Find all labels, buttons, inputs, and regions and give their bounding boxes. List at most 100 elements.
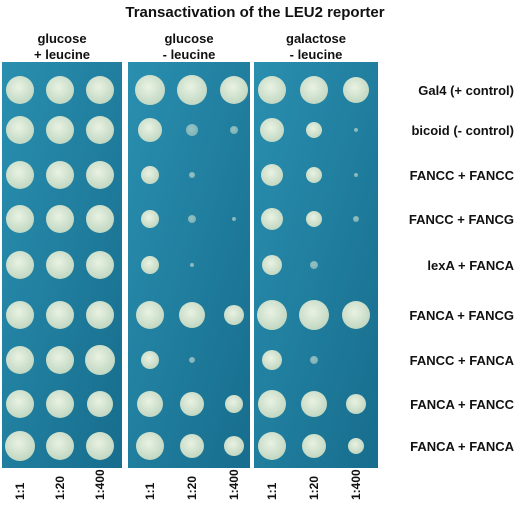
yeast-spot <box>257 300 287 330</box>
dilution-label: 1:1 <box>13 482 27 500</box>
yeast-spot <box>189 357 195 363</box>
row-label: FANCA + FANCC <box>410 397 514 412</box>
yeast-spot <box>138 118 162 142</box>
yeast-spot <box>261 208 283 230</box>
row-label: Gal4 (+ control) <box>418 83 514 98</box>
yeast-spot <box>260 118 284 142</box>
yeast-spot <box>86 432 114 460</box>
dilution-label: 1:20 <box>53 476 67 500</box>
dilution-label: 1:400 <box>227 469 241 500</box>
yeast-spot <box>348 438 364 454</box>
yeast-spot <box>301 391 327 417</box>
yeast-spot <box>135 75 165 105</box>
yeast-spot <box>87 391 113 417</box>
yeast-spot <box>5 431 35 461</box>
yeast-spot <box>258 390 286 418</box>
yeast-spot <box>342 301 370 329</box>
yeast-spot <box>141 256 159 274</box>
yeast-spot <box>299 300 329 330</box>
yeast-spot <box>86 251 114 279</box>
yeast-spot <box>310 261 318 269</box>
yeast-spot <box>85 345 115 375</box>
yeast-spot <box>6 390 34 418</box>
yeast-spot <box>306 167 322 183</box>
yeast-spot <box>258 432 286 460</box>
yeast-spot <box>46 76 74 104</box>
dilution-label: 1:400 <box>349 469 363 500</box>
yeast-spot <box>232 217 236 221</box>
yeast-spot <box>46 390 74 418</box>
yeast-spot <box>224 305 244 325</box>
yeast-spot <box>306 211 322 227</box>
yeast-spot <box>310 356 318 364</box>
yeast-spot <box>343 77 369 103</box>
yeast-spot <box>86 161 114 189</box>
yeast-spot <box>6 346 34 374</box>
yeast-spot <box>141 210 159 228</box>
yeast-spot <box>302 434 326 458</box>
yeast-spot <box>46 161 74 189</box>
panel-label: - leucine <box>290 47 343 62</box>
yeast-spot <box>189 172 195 178</box>
yeast-spot <box>46 205 74 233</box>
yeast-spot <box>188 215 196 223</box>
panel-label: + leucine <box>34 47 90 62</box>
yeast-spot <box>6 116 34 144</box>
yeast-spot <box>141 351 159 369</box>
yeast-spot <box>224 436 244 456</box>
yeast-spot <box>136 432 164 460</box>
yeast-spot <box>46 301 74 329</box>
row-label: bicoid (- control) <box>411 123 514 138</box>
yeast-spot <box>6 205 34 233</box>
yeast-spot <box>86 205 114 233</box>
yeast-spot <box>190 263 194 267</box>
row-label: lexA + FANCA <box>427 258 514 273</box>
yeast-spot <box>262 255 282 275</box>
yeast-spot <box>6 161 34 189</box>
yeast-spot <box>86 301 114 329</box>
yeast-spot <box>180 392 204 416</box>
yeast-spot <box>300 76 328 104</box>
row-label: FANCC + FANCC <box>410 168 515 183</box>
row-label: FANCA + FANCG <box>409 308 514 323</box>
yeast-spot <box>258 76 286 104</box>
yeast-spot <box>180 434 204 458</box>
dilution-label: 1:20 <box>185 476 199 500</box>
dilution-label: 1:400 <box>93 469 107 500</box>
title: Transactivation of the LEU2 reporter <box>125 4 384 21</box>
yeast-spot <box>220 76 248 104</box>
yeast-spot <box>262 350 282 370</box>
yeast-spot <box>346 394 366 414</box>
panel-label: - leucine <box>163 47 216 62</box>
row-label: FANCA + FANCA <box>410 439 514 454</box>
dilution-label: 1:1 <box>143 482 157 500</box>
panel-label: glucose <box>37 31 86 46</box>
row-label: FANCC + FANCA <box>410 353 515 368</box>
yeast-spot <box>141 166 159 184</box>
yeast-spot <box>306 122 322 138</box>
dilution-label: 1:1 <box>265 482 279 500</box>
yeast-spot <box>6 251 34 279</box>
yeast-spot <box>6 76 34 104</box>
yeast-spot <box>137 391 163 417</box>
yeast-spot <box>353 216 359 222</box>
yeast-spot <box>46 251 74 279</box>
yeast-spot <box>86 76 114 104</box>
yeast-spot <box>186 124 198 136</box>
yeast-spot <box>177 75 207 105</box>
panel-label: glucose <box>164 31 213 46</box>
panel-label: galactose <box>286 31 346 46</box>
yeast-spot <box>46 346 74 374</box>
yeast-spot <box>46 432 74 460</box>
yeast-spot <box>261 164 283 186</box>
yeast-spot <box>179 302 205 328</box>
yeast-spot <box>86 116 114 144</box>
row-label: FANCC + FANCG <box>409 212 514 227</box>
yeast-spot <box>354 173 358 177</box>
yeast-spot <box>354 128 358 132</box>
yeast-spot <box>6 301 34 329</box>
dilution-label: 1:20 <box>307 476 321 500</box>
yeast-spot <box>46 116 74 144</box>
yeast-spot <box>225 395 243 413</box>
